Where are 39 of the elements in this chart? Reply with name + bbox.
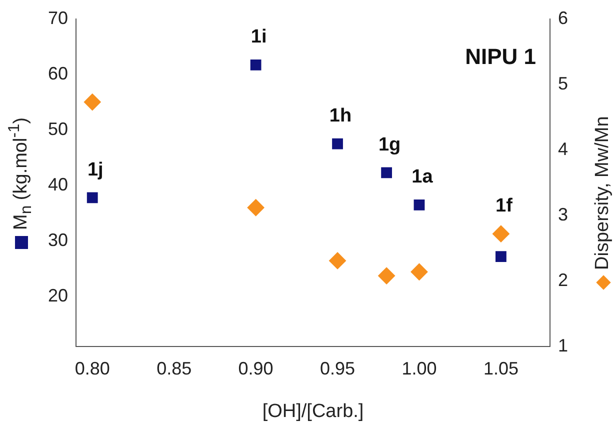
point [332,138,343,150]
y-tick-label: 50 [48,118,68,139]
point [496,251,506,262]
annotation: 1a [412,166,434,188]
point [250,59,262,70]
y-tick-label: 60 [48,63,68,84]
point [381,167,392,178]
point [86,192,98,204]
x-tick-label: 0.80 [74,358,110,378]
x-tick-label: 0.85 [156,358,192,378]
point [247,199,264,216]
y2-tick-label: 5 [558,73,568,94]
y2-axis-title: Dispersity, Mw/Mn [592,116,614,270]
y2-tick-label: 1 [558,336,568,356]
point [410,263,428,280]
x-tick-label: 0.95 [320,358,356,378]
y2-tick-label: 3 [558,204,568,224]
y-tick-label: 20 [48,286,68,306]
annotation: 1f [496,196,514,217]
point [329,252,346,270]
annotation: 1g [378,134,401,156]
y-tick-label: 40 [48,174,68,194]
point [84,94,101,111]
x-tick-label: 0.90 [238,358,274,378]
annotation: 1i [250,26,267,48]
y2-tick-label: 4 [558,138,568,159]
annotation: 1j [87,159,104,180]
x-axis-title: [OH]/[Carb.] [262,400,364,422]
text: NIPU 1 [465,44,536,69]
y-tick-label: 30 [48,230,68,250]
x-tick-label: 1.00 [402,358,437,378]
y-tick-label: 70 [48,8,68,28]
y2-tick-label: 6 [558,8,568,28]
point [492,225,510,242]
x-tick-label: 1.05 [483,358,518,378]
point [378,267,396,284]
y2-tick-label: 2 [558,270,568,290]
point [414,199,425,210]
annotation: 1h [329,106,352,127]
